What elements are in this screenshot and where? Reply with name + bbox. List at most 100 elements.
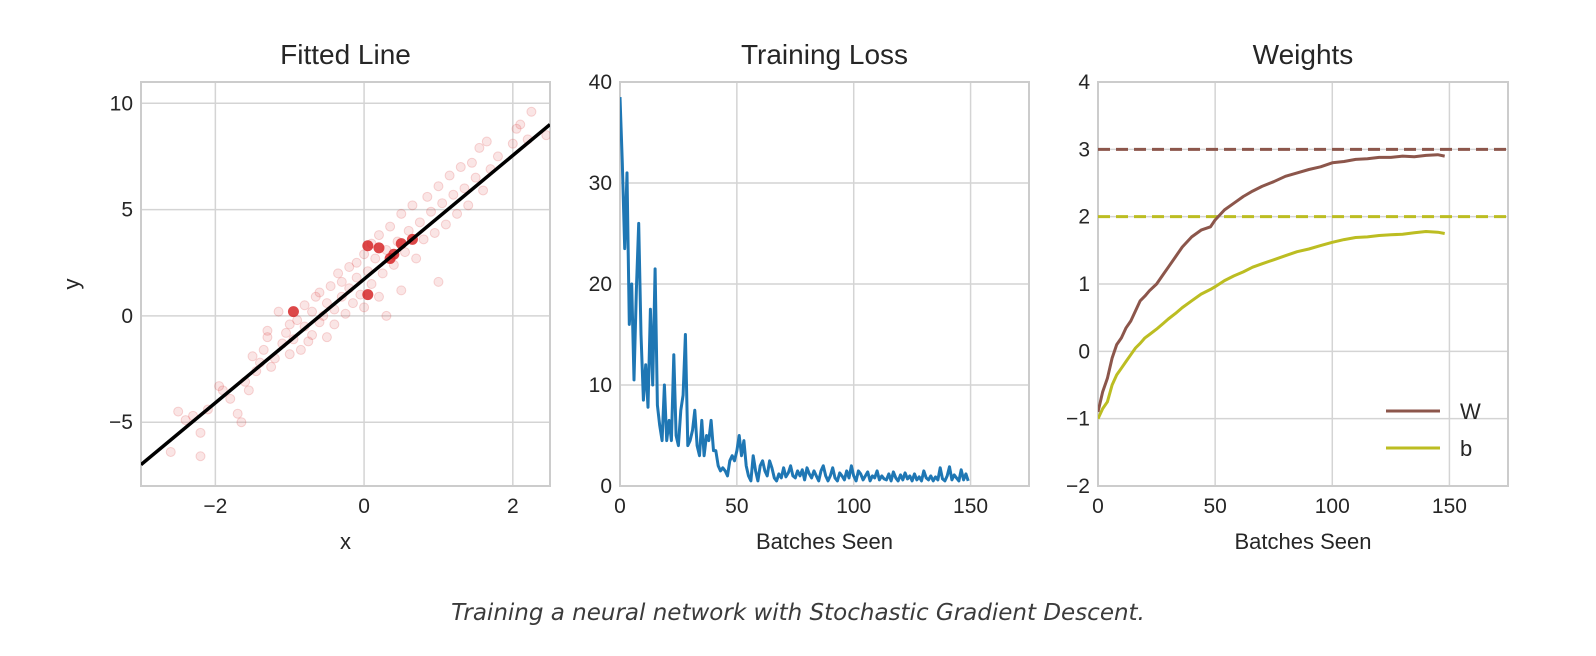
data-point bbox=[448, 189, 459, 200]
data-point bbox=[429, 227, 440, 238]
y-tick-label: 2 bbox=[1078, 206, 1090, 229]
plot-frame bbox=[619, 81, 1030, 487]
data-point bbox=[321, 332, 332, 343]
y-tick-label: 40 bbox=[589, 71, 612, 94]
y-tick-label: 20 bbox=[589, 273, 612, 296]
y-tick-label: 10 bbox=[589, 374, 612, 397]
data-point bbox=[284, 319, 295, 330]
series-line-W bbox=[1098, 153, 1445, 413]
data-point bbox=[377, 268, 388, 279]
data-point bbox=[396, 285, 407, 296]
data-point bbox=[407, 200, 418, 211]
data-point bbox=[444, 170, 455, 181]
x-tick-label: 2 bbox=[507, 495, 519, 518]
data-point bbox=[396, 208, 407, 219]
data-point bbox=[195, 451, 206, 462]
data-point bbox=[511, 123, 522, 134]
data-point bbox=[507, 138, 518, 149]
data-point bbox=[351, 257, 362, 268]
y-tick-label: −1 bbox=[1066, 408, 1090, 431]
data-point bbox=[273, 306, 284, 317]
batch-point bbox=[362, 240, 374, 252]
legend-label-b: b bbox=[1460, 436, 1472, 461]
plot-area bbox=[620, 97, 970, 483]
data-point bbox=[299, 300, 310, 311]
y-tick-label: 30 bbox=[589, 172, 612, 195]
data-point bbox=[478, 185, 489, 196]
data-point bbox=[541, 130, 550, 141]
data-point bbox=[303, 336, 314, 347]
data-point bbox=[373, 291, 384, 302]
plot-area bbox=[1098, 147, 1508, 420]
series-line-b bbox=[1098, 230, 1445, 420]
y-tick-label: 0 bbox=[1078, 340, 1090, 363]
x-axis-label: Batches Seen bbox=[1235, 529, 1372, 554]
data-point bbox=[463, 200, 474, 211]
data-point bbox=[452, 208, 463, 219]
batch-point bbox=[362, 289, 374, 301]
data-point bbox=[440, 219, 451, 230]
chart-panel-2: 0 50 100 150 0 10 20 30 40 Training Loss Batches S… bbox=[589, 39, 1030, 554]
data-point bbox=[433, 181, 444, 192]
data-point bbox=[165, 446, 176, 457]
data-point bbox=[515, 119, 526, 130]
data-point bbox=[474, 142, 485, 153]
data-point bbox=[418, 234, 429, 245]
y-tick-label: 1 bbox=[1078, 273, 1090, 296]
data-point bbox=[314, 287, 325, 298]
chart-panel-1: −2 0 2 −5 0 5 10 Fitted Line x y bbox=[59, 39, 551, 554]
legend-label-W: W bbox=[1460, 399, 1481, 424]
y-axis-label: y bbox=[59, 279, 84, 290]
x-tick-label: −2 bbox=[203, 495, 227, 518]
y-tick-label: −5 bbox=[109, 411, 133, 434]
data-point bbox=[373, 230, 384, 241]
data-point bbox=[321, 298, 332, 309]
y-tick-label: 3 bbox=[1078, 138, 1090, 161]
data-point bbox=[347, 298, 358, 309]
data-point bbox=[247, 351, 258, 362]
x-tick-label: 0 bbox=[1092, 495, 1104, 518]
data-point bbox=[385, 221, 396, 232]
data-point bbox=[295, 344, 306, 355]
x-tick-label: 100 bbox=[836, 495, 871, 518]
y-tick-label: 4 bbox=[1078, 71, 1090, 94]
data-point bbox=[262, 332, 273, 343]
data-point bbox=[422, 191, 433, 202]
x-axis-label: x bbox=[340, 529, 351, 554]
data-point bbox=[225, 393, 236, 404]
series-line bbox=[141, 123, 550, 467]
data-point bbox=[173, 406, 184, 417]
data-point bbox=[336, 276, 347, 287]
data-point bbox=[526, 106, 537, 117]
x-tick-label: 150 bbox=[953, 495, 988, 518]
data-point bbox=[325, 281, 336, 292]
data-point bbox=[433, 276, 444, 287]
data-point bbox=[307, 330, 318, 341]
data-point bbox=[351, 272, 362, 283]
chart-title: Weights bbox=[1253, 39, 1354, 70]
data-point bbox=[236, 417, 247, 428]
data-point bbox=[310, 291, 321, 302]
chart-title: Training Loss bbox=[741, 39, 908, 70]
y-tick-label: 0 bbox=[600, 475, 612, 498]
data-point bbox=[258, 344, 269, 355]
data-point bbox=[329, 319, 340, 330]
data-point bbox=[459, 183, 470, 194]
chart-title: Fitted Line bbox=[280, 39, 411, 70]
x-tick-label: 50 bbox=[1203, 495, 1226, 518]
y-tick-label: −2 bbox=[1066, 475, 1090, 498]
data-point bbox=[466, 157, 477, 168]
data-point bbox=[284, 349, 295, 360]
data-point bbox=[333, 268, 344, 279]
plot-area bbox=[141, 106, 550, 467]
x-tick-label: 0 bbox=[358, 495, 370, 518]
data-point bbox=[281, 327, 292, 338]
x-tick-label: 50 bbox=[725, 495, 748, 518]
series-line bbox=[620, 97, 970, 483]
x-tick-label: 0 bbox=[614, 495, 626, 518]
data-point bbox=[366, 279, 377, 289]
data-point bbox=[266, 361, 277, 372]
x-axis-label: Batches Seen bbox=[756, 529, 893, 554]
data-point bbox=[243, 385, 254, 396]
